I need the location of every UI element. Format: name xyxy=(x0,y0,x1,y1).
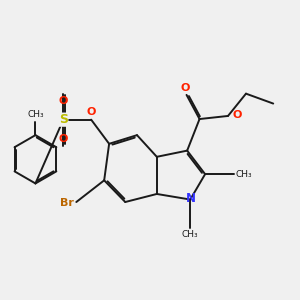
Text: Br: Br xyxy=(60,198,74,208)
Text: O: O xyxy=(58,134,68,144)
Text: CH₃: CH₃ xyxy=(182,230,199,239)
Text: CH₃: CH₃ xyxy=(236,169,252,178)
Text: N: N xyxy=(186,192,196,206)
Text: O: O xyxy=(232,110,242,120)
Text: O: O xyxy=(58,95,68,106)
Text: O: O xyxy=(86,106,96,117)
Text: CH₃: CH₃ xyxy=(27,110,44,119)
Text: S: S xyxy=(59,113,68,126)
Text: O: O xyxy=(180,83,190,93)
